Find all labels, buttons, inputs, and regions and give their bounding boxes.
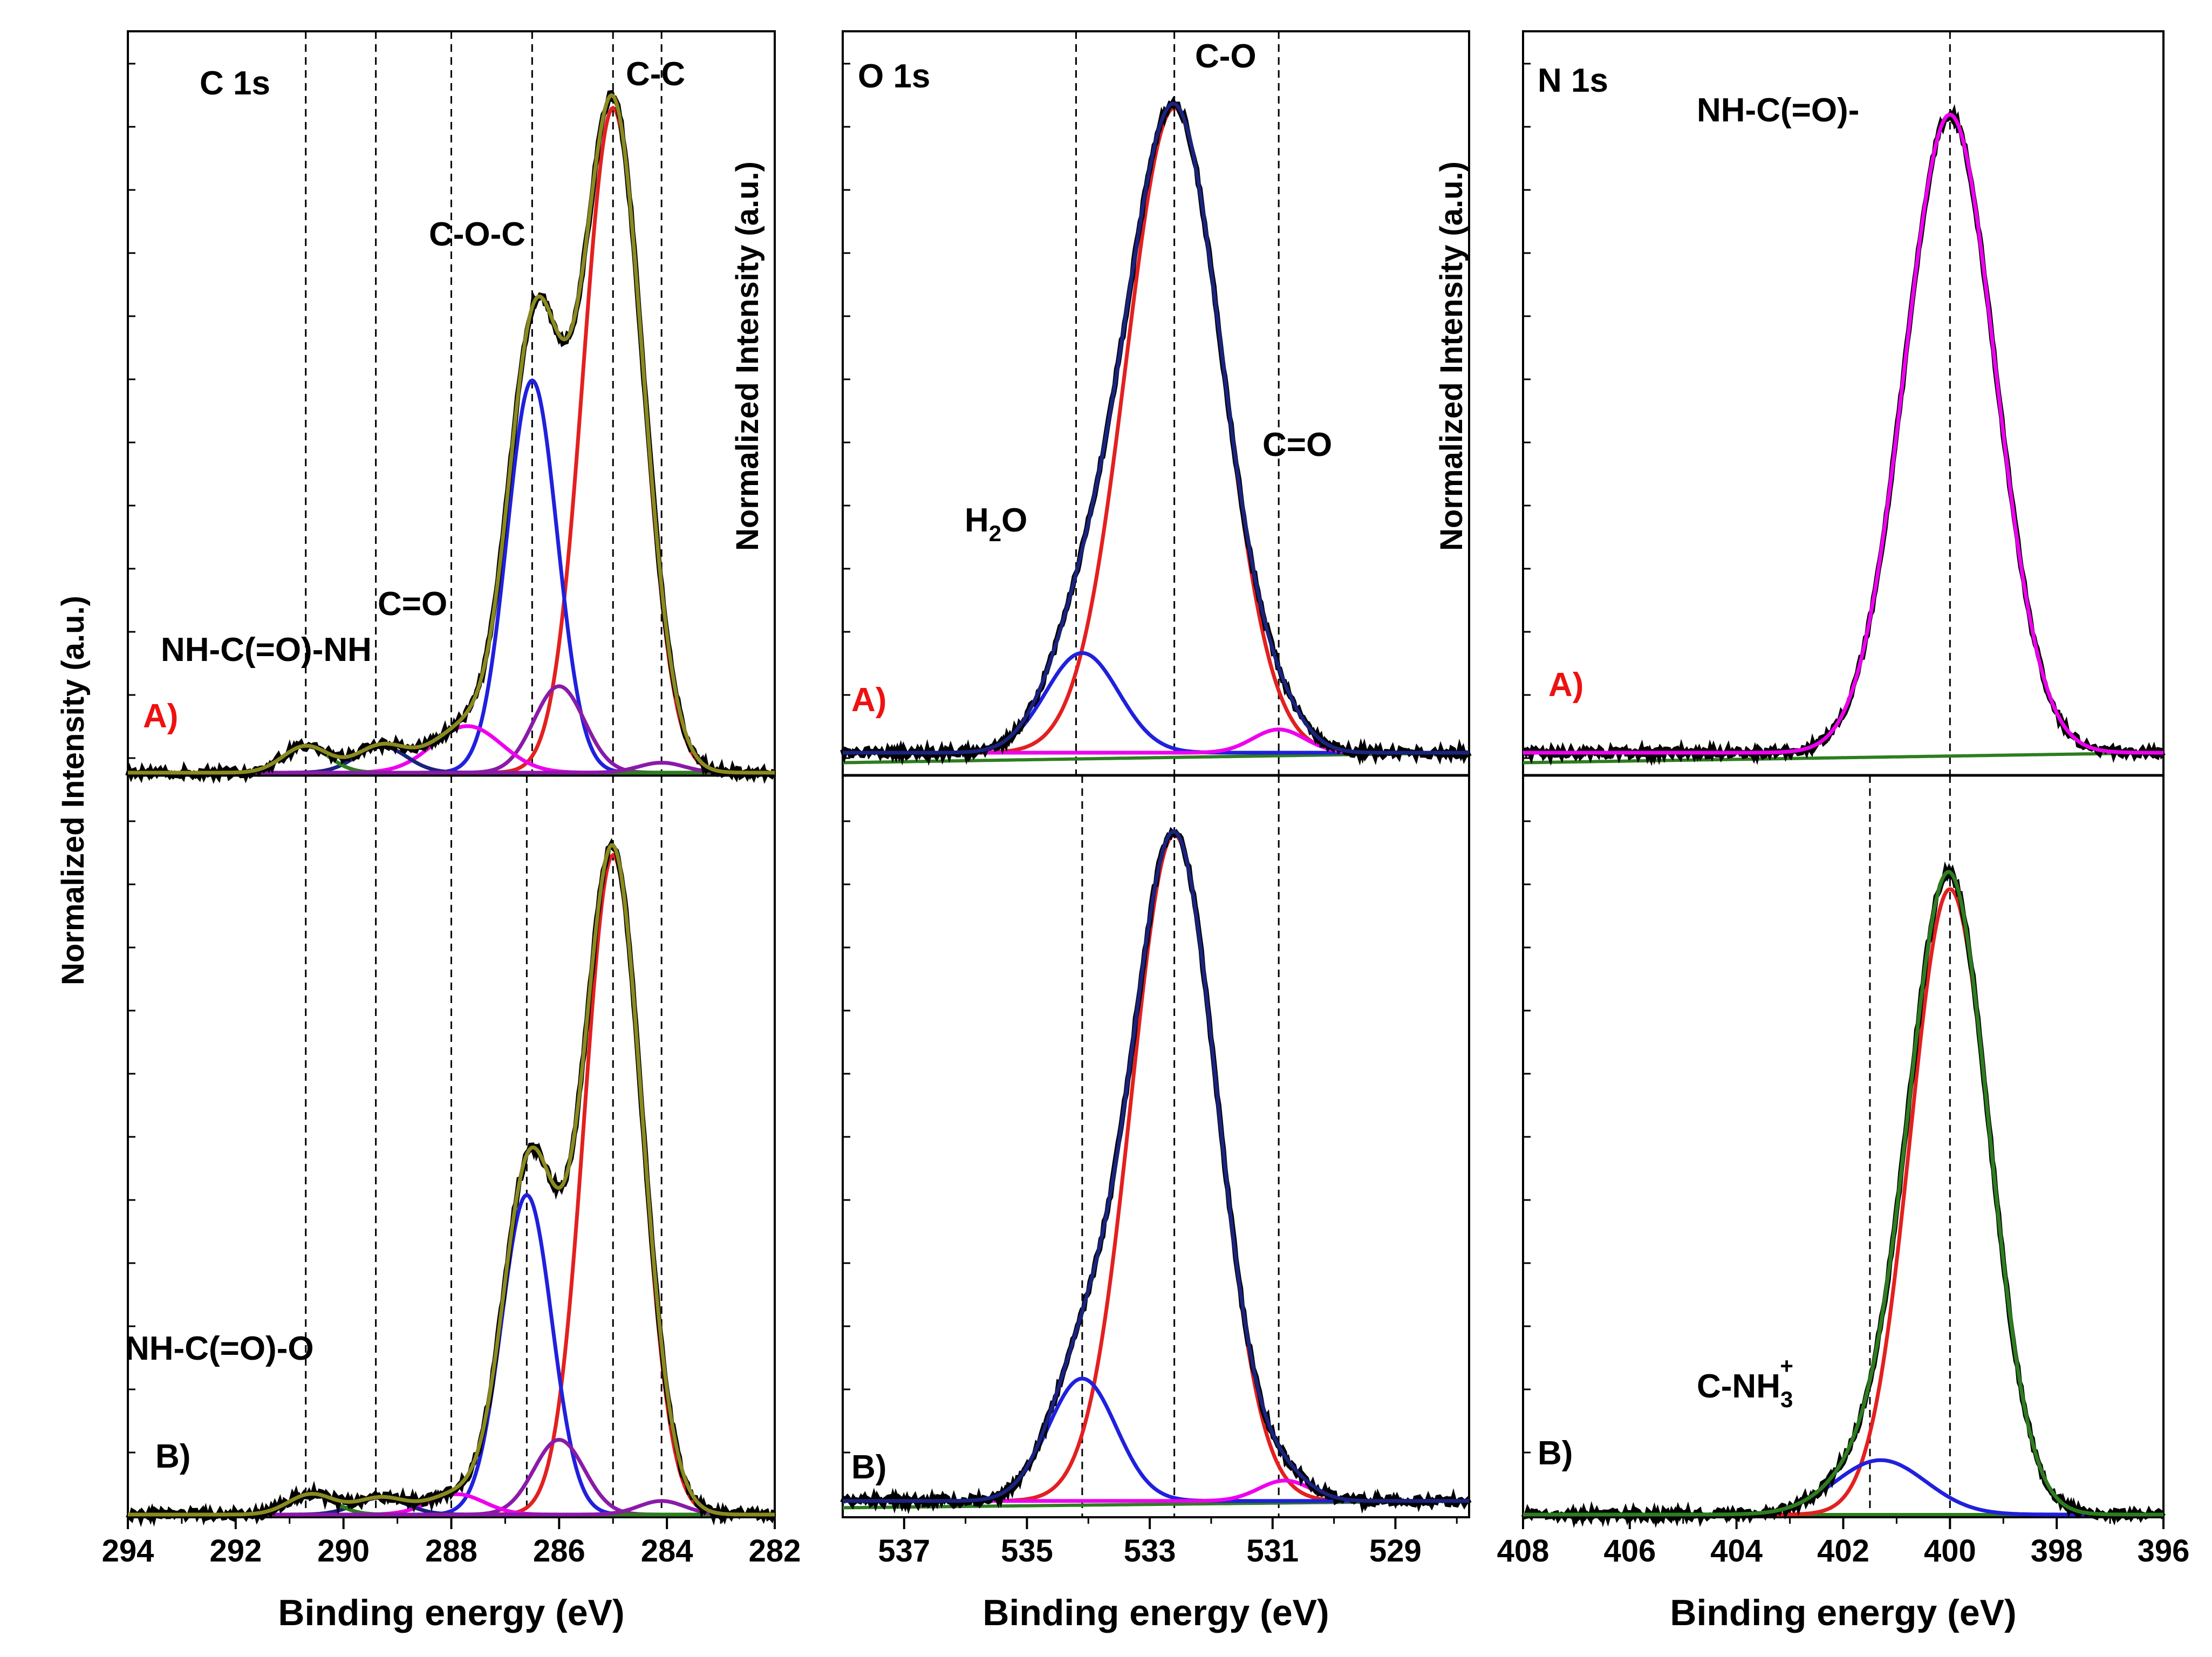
- label-h2o: H2O: [965, 502, 1027, 546]
- spectrum-title: C 1s: [200, 65, 270, 102]
- x-tick-label: 288: [425, 1533, 477, 1569]
- x-tick-label: 535: [1001, 1533, 1053, 1569]
- label-c-nh3: C-NH3+: [1697, 1353, 1793, 1412]
- component-nh-c-o-: [1523, 887, 2163, 1517]
- x-tick-label: 529: [1369, 1533, 1422, 1569]
- label-c-eq-o-o1s: C=O: [1262, 426, 1332, 463]
- label-c-eq-o: C=O: [378, 585, 447, 623]
- component-nh-c-o-: [1523, 112, 2163, 755]
- panel-tag: B): [851, 1449, 886, 1486]
- raw-spectrum: [1521, 861, 2166, 1528]
- envelope-fit: [1523, 870, 2163, 1517]
- panel-tag: A): [851, 681, 886, 719]
- raw-spectrum: [1522, 104, 2166, 766]
- label-c-o: C-O: [1195, 38, 1257, 75]
- x-tick-label: 537: [878, 1533, 930, 1569]
- o1s-column: 537 535 533 531 529 Binding energy (eV) Normal…: [730, 30, 1472, 1633]
- envelope-fit: [843, 829, 1469, 1503]
- panel-tag: B): [1538, 1435, 1573, 1472]
- x-tick-label: 294: [102, 1533, 154, 1569]
- x-tick-label: 406: [1603, 1533, 1656, 1569]
- x-tick-label: 396: [2138, 1533, 2190, 1569]
- component-c-o: [843, 833, 1469, 1503]
- n1s-column: 408 406 404 402 400 398 396 Binding energy (eV)…: [1434, 30, 2190, 1633]
- x-tick-label: 404: [1710, 1533, 1763, 1569]
- x-axis-title: Binding energy (eV): [1670, 1592, 2016, 1633]
- x-tick-label: 531: [1246, 1533, 1299, 1569]
- x-tick-label: 292: [209, 1533, 262, 1569]
- raw-spectrum: [840, 827, 1472, 1515]
- x-tick-label: 400: [1924, 1533, 1976, 1569]
- label-c-c: C-C: [626, 56, 685, 93]
- raw-spectrum: [840, 96, 1472, 766]
- label-nh-co-nh: NH-C(=O)-NH: [161, 631, 372, 669]
- x-tick-label: 286: [533, 1533, 585, 1569]
- y-axis-title: Normalized Intensity (a.u.): [56, 596, 91, 985]
- spectrum-title: O 1s: [858, 58, 930, 95]
- x-tick-label: 533: [1124, 1533, 1176, 1569]
- x-tick-label: 408: [1497, 1533, 1549, 1569]
- x-tick-label: 290: [317, 1533, 370, 1569]
- panel-tag: A): [1548, 666, 1583, 704]
- x-tick-label: 398: [2031, 1533, 2083, 1569]
- envelope-fit: [1523, 112, 2163, 755]
- background-line: [1523, 751, 2164, 765]
- c1s-column: 294 292 290 288 286 284 282 Binding energy (eV)…: [56, 30, 801, 1633]
- spectrum-title: N 1s: [1538, 62, 1608, 99]
- component-c-o: [843, 106, 1469, 755]
- x-axis-title: Binding energy (eV): [982, 1592, 1329, 1633]
- component-h2o: [843, 651, 1469, 755]
- label-c-o-c: C-O-C: [429, 216, 525, 253]
- label-h2o-o: O: [1001, 502, 1027, 539]
- panel-tag: B): [155, 1438, 190, 1475]
- envelope-fit: [843, 101, 1469, 755]
- label-nh-co-o: NH-C(=O)-O: [125, 1330, 314, 1367]
- x-tick-label: 282: [749, 1533, 801, 1569]
- x-tick-label: 284: [641, 1533, 693, 1569]
- panel-tag: A): [143, 698, 178, 735]
- x-axis-title: Binding energy (eV): [278, 1592, 624, 1633]
- label-h2o-sub: 2: [989, 521, 1001, 546]
- envelope-fit: [128, 843, 775, 1517]
- component-h2o: [843, 1376, 1469, 1503]
- y-axis-title: Normalized Intensity (a.u.): [1434, 161, 1469, 551]
- label-nh3-sup: +: [1780, 1353, 1793, 1379]
- label-nh3-sub: 3: [1780, 1387, 1793, 1412]
- label-nh-co: NH-C(=O)-: [1697, 92, 1859, 129]
- x-tick-label: 402: [1817, 1533, 1869, 1569]
- envelope-fit: [128, 93, 775, 775]
- y-axis-title: Normalized Intensity (a.u.): [730, 161, 765, 551]
